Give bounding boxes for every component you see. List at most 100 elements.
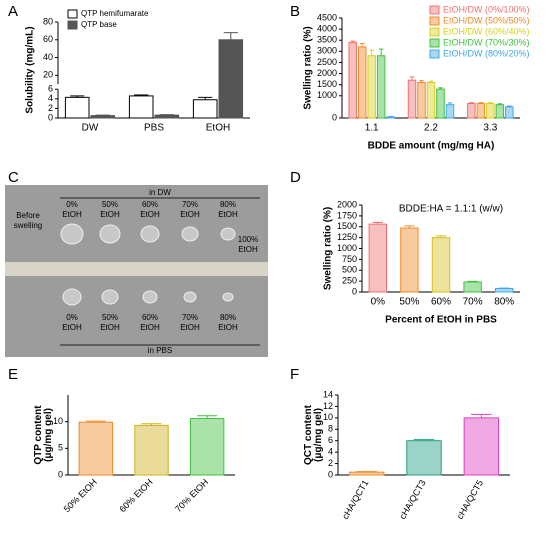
y-tick-label: 2 [48, 103, 53, 113]
bar [357, 46, 367, 119]
photo-label-line: 50% [102, 313, 118, 322]
y-tick-label: 1500 [317, 79, 337, 89]
photo-label: 0% EtOH [62, 313, 82, 332]
y-tick-label: 2000 [317, 68, 337, 78]
bar [90, 115, 116, 119]
y-tick-label: 40 [43, 52, 53, 62]
legend-label: EtOH/DW (80%/20%) [443, 48, 530, 58]
y-axis-label: Swelling ratio (%) [323, 207, 334, 290]
photo-label-line: 60% [142, 313, 158, 322]
legend-label: QTP base [81, 20, 117, 29]
gel-drop [142, 290, 158, 304]
y-tick-label: 80 [43, 16, 53, 26]
photo-label-line: 0% [66, 200, 78, 209]
photo-label-line: EtOH [218, 323, 238, 332]
photo-label: 70% EtOH [180, 313, 200, 332]
y-tick-label: 10 [323, 412, 333, 422]
x-tick-label: 70% [463, 297, 483, 308]
y-tick-label: 2 [328, 458, 333, 468]
y-axis-label-line: QTP content [33, 405, 44, 465]
y-tick-label: 10 [53, 416, 63, 426]
legend-swatch [429, 5, 440, 15]
y-axis-label: QTP content(μg/mg gel) [33, 405, 54, 465]
legend-swatch [429, 16, 440, 26]
bar [505, 106, 514, 119]
bar [218, 39, 244, 119]
photo-label: 60% EtOH [140, 200, 160, 219]
photo-label-line: 80% [220, 313, 236, 322]
panel-label: D [290, 169, 301, 186]
x-tick-label: 70% EtOH [173, 477, 210, 514]
photo-label-line: EtOH [62, 210, 82, 219]
y-tick-label: 0 [328, 469, 333, 479]
panel-label: E [8, 366, 18, 383]
bar [192, 99, 218, 119]
bar [486, 103, 495, 119]
photo-label-line: EtOH [100, 210, 120, 219]
y-tick-label: 0 [58, 469, 63, 479]
x-tick-label: 3.3 [483, 123, 497, 134]
photo-label: Before swelling [14, 211, 42, 230]
bar [376, 55, 386, 119]
x-tick-label: 50% [399, 297, 419, 308]
photo-label-line: 70% [182, 200, 198, 209]
bar [436, 88, 445, 119]
legend-swatch [429, 49, 440, 59]
legend-label: EtOH/DW (70%/30%) [443, 37, 530, 47]
panel-label: F [290, 366, 299, 383]
y-tick-label: 4 [328, 447, 333, 457]
y-tick-label: 60 [43, 34, 53, 44]
legend-swatch [429, 27, 440, 37]
panel-label: A [8, 3, 18, 20]
x-tick-label: 60% EtOH [117, 477, 154, 514]
legend-label: EtOH/DW (0%/100%) [443, 4, 530, 14]
photo-label: 60% EtOH [140, 313, 160, 332]
x-tick-label: EtOH [206, 123, 230, 134]
photo-caption: in DW [149, 188, 171, 197]
y-tick-label: 2500 [317, 57, 337, 67]
bar [348, 41, 357, 119]
photo-label-line: EtOH [140, 323, 160, 332]
legend-swatch [67, 20, 78, 30]
bar [426, 81, 436, 119]
photo-label: 0% EtOH [62, 200, 82, 219]
bar [476, 103, 486, 119]
y-tick-label: 12 [323, 401, 333, 411]
bar [154, 114, 180, 119]
y-axis-label-line: (μg/mg gel) [313, 408, 324, 462]
y-tick-label: 4000 [317, 23, 337, 33]
legend-swatch [429, 38, 440, 48]
y-tick-label: 1750 [337, 210, 357, 220]
photo-label-line: EtOH [62, 323, 82, 332]
panel-label: B [290, 3, 300, 20]
photo-label-line: 70% [182, 313, 198, 322]
bar [463, 417, 500, 476]
bar [78, 421, 114, 476]
y-tick-label: 8 [328, 424, 333, 434]
photo-label-line: EtOH [100, 323, 120, 332]
photo-label: 100% EtOH [238, 235, 258, 254]
x-tick-label: 50% EtOH [62, 477, 99, 514]
y-tick-label: 6 [328, 435, 333, 445]
bar [445, 104, 455, 119]
x-tick-label: 1.1 [365, 123, 379, 134]
bar [495, 288, 514, 293]
bar [64, 96, 90, 119]
photo-label-line: 50% [102, 200, 118, 209]
legend-label: EtOH/DW (60%/40%) [443, 26, 530, 36]
gel-drop [99, 224, 121, 244]
y-tick-label: 0 [48, 112, 53, 122]
y-tick-label: 0 [352, 286, 357, 296]
legend-label: EtOH/DW (50%/50%) [443, 15, 530, 25]
y-axis-label-line: (μg/mg gel) [43, 408, 54, 462]
y-tick-label: 2000 [337, 199, 357, 209]
x-tick-label: DW [82, 123, 99, 134]
y-axis-label: Swelling ratio (%) [303, 26, 314, 109]
gel-drop [60, 223, 84, 245]
photo-label: 50% EtOH [100, 313, 120, 332]
y-tick-label: 1000 [337, 243, 357, 253]
annotation: BDDE:HA = 1.1:1 (w/w) [399, 204, 503, 215]
photo-label: 70% EtOH [180, 200, 200, 219]
y-tick-label: 1250 [337, 232, 357, 242]
y-axis-label: Solubility (mg/mL) [25, 26, 36, 113]
